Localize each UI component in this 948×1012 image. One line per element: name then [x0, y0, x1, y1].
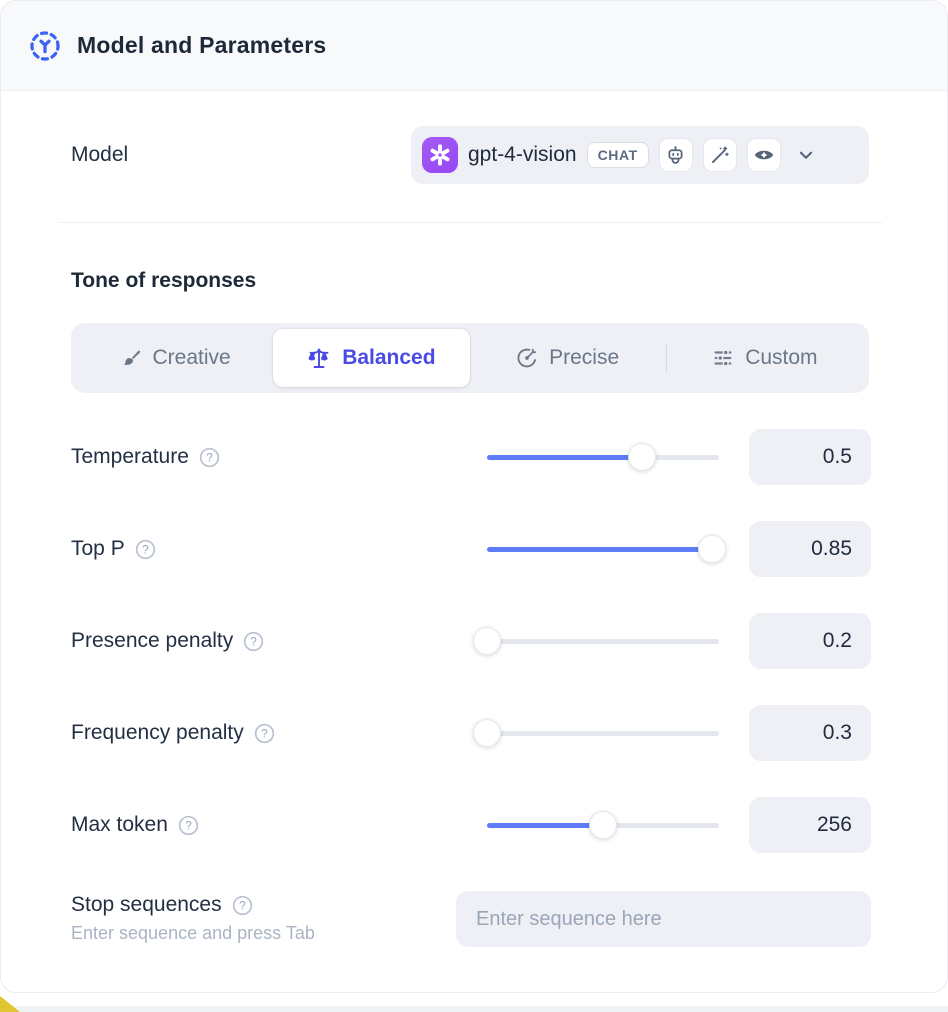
- target-icon: [516, 347, 538, 369]
- slider-track: [487, 638, 719, 644]
- slider-thumb[interactable]: [698, 535, 727, 563]
- paintbrush-icon: [120, 347, 142, 369]
- svg-text:?: ?: [250, 634, 257, 648]
- param-label-text: Temperature: [71, 445, 189, 468]
- param-row-presence-penalty: Presence penalty ? 0.2: [71, 613, 871, 669]
- tone-option-label: Creative: [152, 346, 231, 369]
- slider-fill: [487, 822, 603, 828]
- help-icon[interactable]: ?: [253, 722, 276, 745]
- svg-text:?: ?: [185, 818, 192, 832]
- tone-option-label: Balanced: [342, 346, 436, 369]
- param-label: Frequency penalty ?: [71, 721, 457, 745]
- slider-thumb[interactable]: [473, 627, 501, 655]
- magic-wand-icon: [702, 138, 737, 172]
- stop-sequences-label: Stop sequences ?: [71, 893, 456, 917]
- chat-badge: CHAT: [586, 142, 649, 168]
- tone-option-balanced[interactable]: Balanced: [273, 329, 470, 387]
- help-icon[interactable]: ?: [231, 894, 254, 917]
- param-row-temperature: Temperature ? 0.5: [71, 429, 871, 485]
- panel-header: Model and Parameters: [1, 1, 947, 91]
- section-divider: [58, 222, 882, 223]
- slider-thumb[interactable]: [473, 719, 501, 747]
- chevron-down-icon: [795, 144, 817, 166]
- param-label: Presence penalty ?: [71, 629, 457, 653]
- help-icon[interactable]: ?: [198, 446, 221, 469]
- tone-option-precise[interactable]: Precise: [470, 329, 666, 387]
- svg-text:?: ?: [261, 726, 268, 740]
- tone-heading: Tone of responses: [71, 269, 257, 292]
- tone-option-creative[interactable]: Creative: [77, 329, 273, 387]
- help-icon[interactable]: ?: [134, 538, 157, 561]
- svg-text:?: ?: [239, 898, 246, 912]
- param-row-max-token: Max token ? 256: [71, 797, 871, 853]
- temperature-value[interactable]: 0.5: [749, 429, 871, 485]
- help-icon[interactable]: ?: [242, 630, 265, 653]
- page-title: Model and Parameters: [77, 32, 327, 58]
- svg-text:?: ?: [206, 450, 213, 464]
- param-row-top-p: Top P ? 0.85: [71, 521, 871, 577]
- param-label-text: Frequency penalty: [71, 721, 244, 744]
- slider-fill: [487, 546, 713, 552]
- background-corner-decoration: [0, 996, 20, 1012]
- robot-icon: [658, 138, 693, 172]
- presence-penalty-value[interactable]: 0.2: [749, 613, 871, 669]
- stop-sequences-label-text: Stop sequences: [71, 893, 222, 916]
- eye-icon: [746, 138, 781, 172]
- stop-sequence-input[interactable]: [456, 891, 871, 947]
- model-row: Model: [71, 126, 869, 184]
- stop-sequences-label-block: Stop sequences ? Enter sequence and pres…: [71, 891, 456, 944]
- model-icon: [25, 26, 65, 66]
- param-label: Temperature ?: [71, 445, 457, 469]
- slider-track: [487, 730, 719, 736]
- param-label-text: Max token: [71, 813, 168, 836]
- svg-text:?: ?: [142, 542, 149, 556]
- stop-sequences-row: Stop sequences ? Enter sequence and pres…: [71, 891, 871, 947]
- top-p-value[interactable]: 0.85: [749, 521, 871, 577]
- param-row-frequency-penalty: Frequency penalty ? 0.3: [71, 705, 871, 761]
- model-select-dropdown[interactable]: gpt-4-vision CHAT: [411, 126, 869, 184]
- scales-icon: [307, 346, 331, 370]
- top-p-slider[interactable]: [487, 535, 727, 563]
- tone-segmented-control: Creative Balanced: [71, 323, 869, 393]
- tone-option-label: Custom: [745, 346, 818, 369]
- slider-fill: [487, 454, 643, 460]
- stop-sequences-helper: Enter sequence and press Tab: [71, 923, 315, 943]
- max-token-value[interactable]: 256: [749, 797, 871, 853]
- param-label: Max token ?: [71, 813, 457, 837]
- segment-divider: [665, 343, 667, 373]
- slider-thumb[interactable]: [589, 811, 617, 839]
- openai-logo-icon: [422, 137, 458, 173]
- tone-option-custom[interactable]: Custom: [667, 329, 863, 387]
- frequency-penalty-slider[interactable]: [473, 719, 719, 747]
- tone-option-label: Precise: [549, 346, 620, 369]
- sliders-icon: [712, 347, 734, 369]
- background-strip: [0, 1006, 948, 1012]
- selected-model-name: gpt-4-vision: [468, 143, 577, 166]
- slider-thumb[interactable]: [628, 443, 657, 471]
- model-label: Model: [71, 143, 129, 166]
- help-icon[interactable]: ?: [177, 814, 200, 837]
- param-label-text: Presence penalty: [71, 629, 234, 652]
- param-label: Top P ?: [71, 537, 457, 561]
- param-label-text: Top P: [71, 537, 125, 560]
- temperature-slider[interactable]: [487, 443, 719, 471]
- frequency-penalty-value[interactable]: 0.3: [749, 705, 871, 761]
- max-token-slider[interactable]: [487, 811, 719, 839]
- presence-penalty-slider[interactable]: [473, 627, 719, 655]
